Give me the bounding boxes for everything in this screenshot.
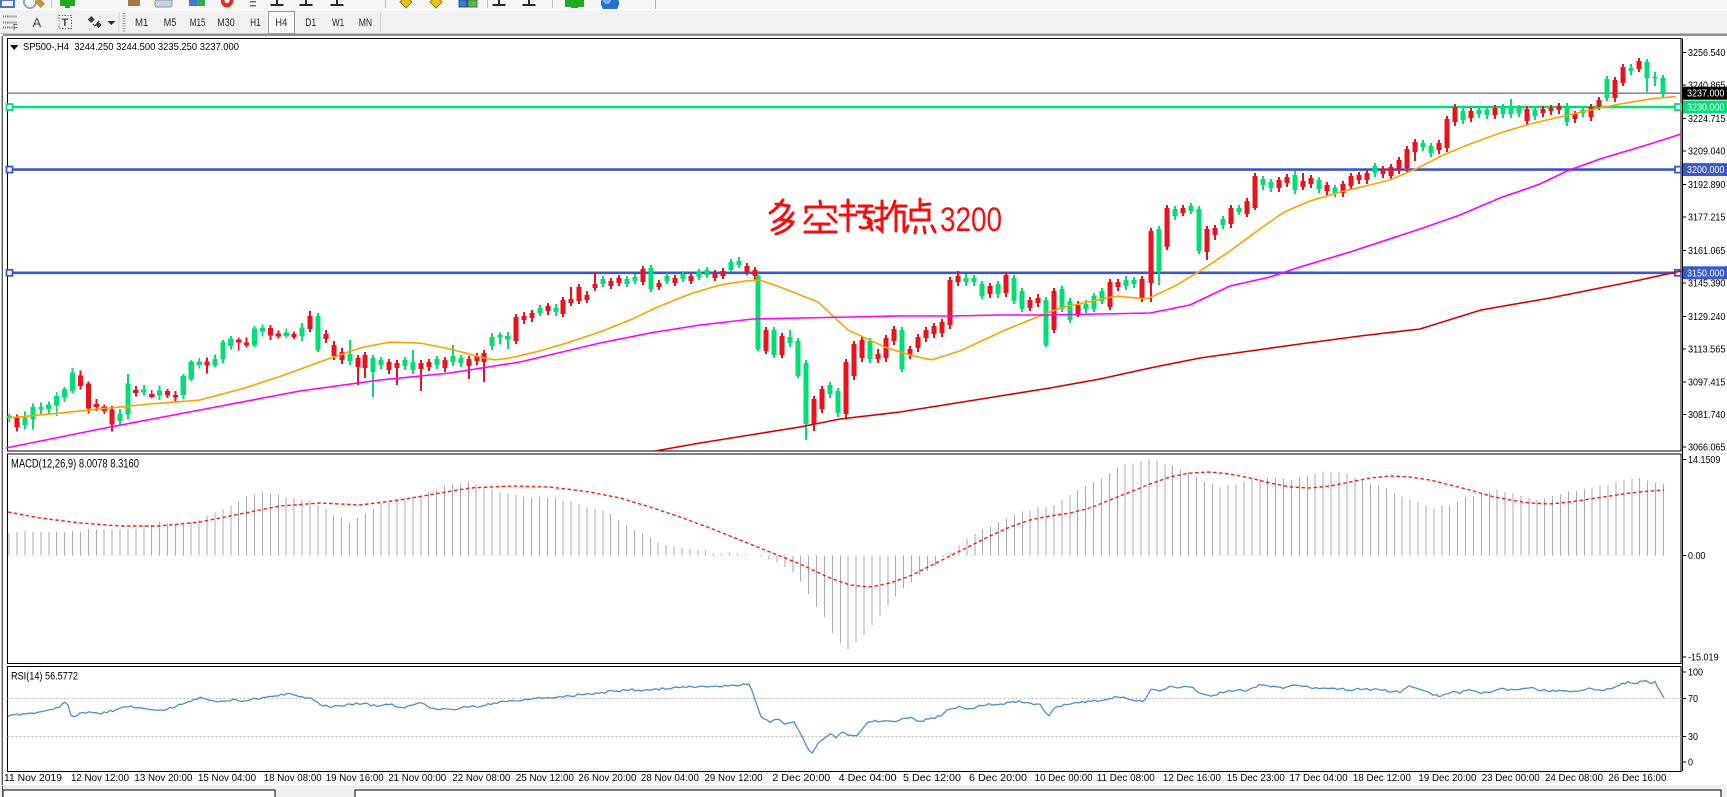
svg-text:6 Dec 20:00: 6 Dec 20:00 [969, 772, 1027, 784]
svg-text:15 Dec 23:00: 15 Dec 23:00 [1227, 772, 1285, 784]
svg-text:2 Dec 20:00: 2 Dec 20:00 [772, 772, 830, 784]
svg-text:23 Dec 00:00: 23 Dec 00:00 [1482, 772, 1540, 784]
svg-text:22 Nov 08:00: 22 Nov 08:00 [452, 772, 510, 784]
svg-text:19 Dec 20:00: 19 Dec 20:00 [1418, 772, 1476, 784]
svg-text:D1: D1 [305, 17, 316, 29]
svg-text:5 Dec 12:00: 5 Dec 12:00 [903, 772, 961, 784]
svg-text:4 Dec 04:00: 4 Dec 04:00 [839, 772, 897, 784]
svg-text:13 Nov 20:00: 13 Nov 20:00 [134, 772, 192, 784]
svg-text:RSI(14) 56.5772: RSI(14) 56.5772 [11, 671, 78, 683]
svg-text:3129.240: 3129.240 [1688, 311, 1726, 323]
svg-text:MN: MN [359, 17, 372, 29]
svg-text:11 Nov 2019: 11 Nov 2019 [4, 772, 62, 784]
svg-text:3177.215: 3177.215 [1688, 211, 1726, 223]
svg-text:26 Dec 16:00: 26 Dec 16:00 [1608, 772, 1666, 784]
svg-text:3113.565: 3113.565 [1688, 343, 1726, 355]
svg-text:3066.065: 3066.065 [1688, 442, 1726, 454]
svg-text:3230.000: 3230.000 [1687, 102, 1725, 114]
svg-text:3097.415: 3097.415 [1688, 377, 1726, 389]
svg-text:A: A [33, 15, 42, 30]
svg-text:30: 30 [1688, 731, 1698, 743]
svg-text:M5: M5 [164, 17, 177, 29]
svg-text:28 Nov 04:00: 28 Nov 04:00 [641, 772, 699, 784]
svg-text:3161.065: 3161.065 [1688, 245, 1726, 257]
svg-text:0.00: 0.00 [1688, 550, 1706, 562]
svg-text:M30: M30 [217, 17, 235, 29]
svg-text:17 Dec 04:00: 17 Dec 04:00 [1290, 772, 1348, 784]
svg-text:0: 0 [1688, 757, 1693, 769]
svg-text:3209.040: 3209.040 [1688, 145, 1726, 157]
svg-text:18 Nov 08:00: 18 Nov 08:00 [264, 772, 322, 784]
svg-text:M15: M15 [190, 17, 206, 29]
svg-text:10 Dec 00:00: 10 Dec 00:00 [1035, 772, 1093, 784]
svg-text:3224.715: 3224.715 [1688, 113, 1726, 125]
svg-text:100: 100 [1688, 667, 1703, 679]
svg-text:3237.000: 3237.000 [1687, 88, 1725, 100]
svg-text:15 Nov 04:00: 15 Nov 04:00 [198, 772, 256, 784]
svg-text:3200.000: 3200.000 [1687, 164, 1725, 176]
svg-text:29 Nov 12:00: 29 Nov 12:00 [705, 772, 763, 784]
svg-text:3145.390: 3145.390 [1688, 277, 1726, 289]
svg-text:3192.890: 3192.890 [1688, 179, 1726, 191]
svg-text:H4: H4 [275, 17, 287, 29]
svg-text:MACD(12,26,9) 8.0078 8.3160: MACD(12,26,9) 8.0078 8.3160 [11, 459, 139, 471]
svg-text:19 Nov 16:00: 19 Nov 16:00 [326, 772, 384, 784]
svg-text:3200: 3200 [940, 201, 1002, 239]
svg-text:14.1509: 14.1509 [1688, 454, 1721, 466]
svg-text:70: 70 [1688, 693, 1698, 705]
svg-text:3256.540: 3256.540 [1688, 47, 1726, 59]
svg-text:18 Dec 12:00: 18 Dec 12:00 [1353, 772, 1411, 784]
svg-text:12 Nov 12:00: 12 Nov 12:00 [71, 772, 129, 784]
svg-text:M1: M1 [135, 17, 148, 29]
svg-text:3150.000: 3150.000 [1687, 267, 1725, 279]
svg-text:24 Dec 08:00: 24 Dec 08:00 [1545, 772, 1603, 784]
svg-text:H1: H1 [250, 17, 261, 29]
svg-text:25 Nov 12:00: 25 Nov 12:00 [516, 772, 574, 784]
svg-text:-15.019: -15.019 [1688, 652, 1719, 664]
svg-text:F: F [13, 23, 18, 32]
svg-text:21 Nov 00:00: 21 Nov 00:00 [388, 772, 446, 784]
svg-text:W1: W1 [332, 17, 344, 29]
svg-text:12 Dec 16:00: 12 Dec 16:00 [1163, 772, 1221, 784]
svg-text:26 Nov 20:00: 26 Nov 20:00 [578, 772, 636, 784]
svg-text:T: T [62, 17, 69, 29]
svg-text:3081.740: 3081.740 [1688, 409, 1726, 421]
svg-text:SP500-,H4 3244.250 3244.500 3: SP500-,H4 3244.250 3244.500 3235.250 323… [23, 41, 239, 53]
svg-text:11 Dec 08:00: 11 Dec 08:00 [1097, 772, 1155, 784]
